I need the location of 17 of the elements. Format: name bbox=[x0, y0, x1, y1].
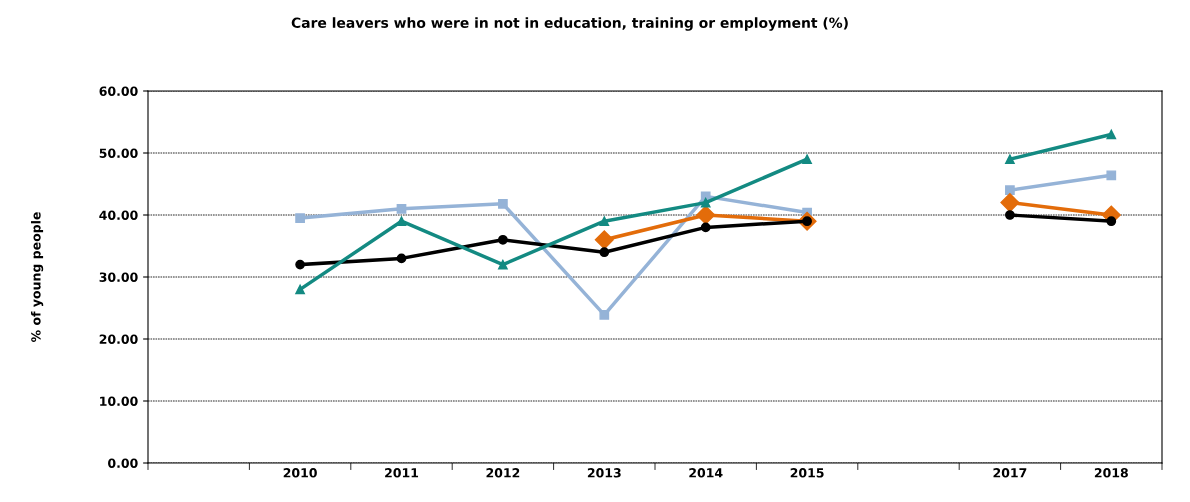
y-tick-label: 50.00 bbox=[99, 148, 138, 158]
y-tick-label: 10.00 bbox=[100, 396, 138, 406]
x-tick-label: 2011 bbox=[385, 468, 419, 478]
y-tick-label: 20.00 bbox=[99, 334, 138, 344]
x-tick-label: 2012 bbox=[486, 468, 520, 478]
x-tick-label: 2014 bbox=[689, 468, 723, 478]
y-axis-title: % of young people bbox=[30, 212, 44, 342]
y-tick-label: 40.00 bbox=[99, 210, 138, 220]
x-tick-label: 2015 bbox=[790, 468, 824, 478]
x-tick-label: 2018 bbox=[1094, 468, 1128, 478]
y-tick-label: 30.00 bbox=[99, 272, 138, 282]
x-tick-label: 2013 bbox=[587, 468, 621, 478]
x-tick-label: 2017 bbox=[993, 468, 1027, 478]
y-tick-label: 60.00 bbox=[99, 86, 138, 96]
chart-title: Care leavers who were in not in education, training or employment (%) bbox=[291, 17, 848, 31]
y-tick-label: 0.00 bbox=[108, 458, 138, 468]
x-tick-label: 2010 bbox=[283, 468, 317, 478]
